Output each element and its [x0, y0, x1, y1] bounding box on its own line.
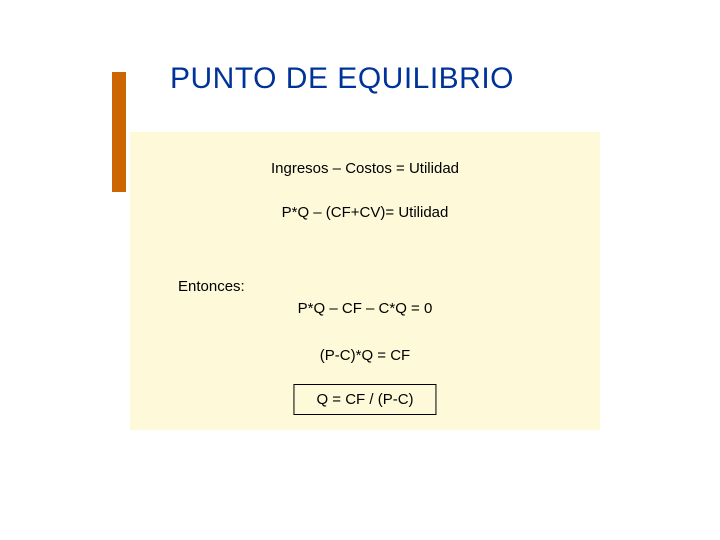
- slide: PUNTO DE EQUILIBRIO Ingresos – Costos = …: [0, 0, 720, 540]
- equation-4: (P-C)*Q = CF: [130, 347, 600, 364]
- accent-bar: [112, 72, 126, 192]
- equation-5-box: Q = CF / (P-C): [293, 384, 436, 415]
- equation-3: P*Q – CF – C*Q = 0: [130, 300, 600, 317]
- equation-2: P*Q – (CF+CV)= Utilidad: [130, 204, 600, 221]
- slide-title: PUNTO DE EQUILIBRIO: [170, 62, 514, 96]
- content-box: Ingresos – Costos = Utilidad P*Q – (CF+C…: [130, 132, 600, 430]
- equation-1: Ingresos – Costos = Utilidad: [130, 160, 600, 177]
- label-entonces: Entonces:: [178, 278, 245, 295]
